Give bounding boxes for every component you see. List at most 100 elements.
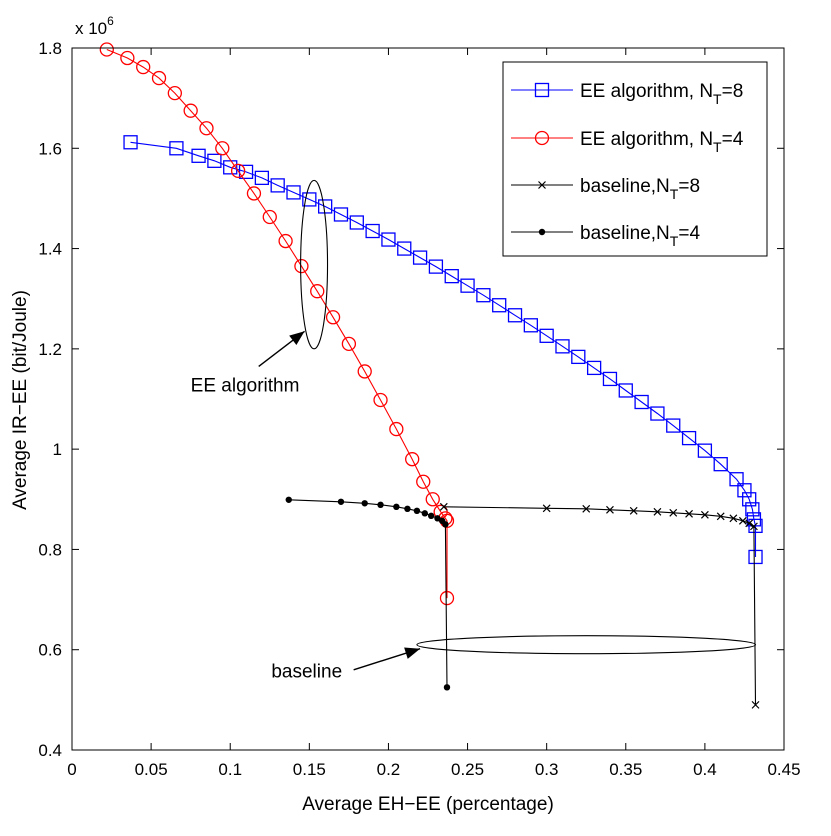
data-point-0-5	[238, 164, 254, 180]
annotation-0: EE algorithm	[191, 179, 329, 396]
annotation-arrow-head-0	[289, 331, 305, 346]
data-point-3-0	[285, 496, 292, 503]
legend-entry-3: baseline,NT=4	[511, 223, 700, 249]
data-point-0-24	[539, 328, 554, 343]
annotation-label-0: EE algorithm	[191, 375, 300, 396]
data-point-2-2	[582, 504, 591, 513]
data-point-1-18	[389, 421, 404, 437]
x-tick-label-0: 0	[67, 760, 76, 779]
data-point-1-8	[230, 163, 246, 179]
data-point-1-3	[151, 70, 167, 86]
data-point-3-1	[337, 498, 345, 505]
annotation-label-1: baseline	[271, 661, 342, 682]
legend-marker-3	[538, 228, 546, 236]
data-point-1-0	[99, 42, 114, 57]
data-point-0-12	[349, 215, 364, 230]
series-2	[439, 502, 760, 709]
data-point-0-29	[618, 383, 633, 398]
data-point-0-11	[333, 207, 349, 222]
legend-label-1: EE algorithm, NT=4	[580, 129, 744, 155]
data-point-0-23	[523, 318, 538, 333]
data-point-3-3	[377, 501, 384, 509]
axes-layer: 0 0.05 0.1 0.15 0.2 0.25 0.3 0.35 0.4 0.45 0.4 0.6 0…	[38, 39, 800, 779]
data-point-0-0	[123, 135, 138, 150]
data-point-2-11	[738, 516, 747, 525]
data-point-0-22	[507, 308, 523, 323]
annotation-ellipse-0	[300, 179, 329, 350]
data-point-1-21	[425, 492, 440, 507]
y-tick-label-4: 1.2	[38, 340, 62, 359]
data-point-3-7	[421, 510, 429, 517]
series-0	[123, 135, 763, 565]
data-point-2-1	[542, 504, 551, 513]
x-tick-label-4: 0.2	[377, 760, 401, 779]
legend-entry-1: EE algorithm, NT=4	[511, 129, 744, 155]
data-point-0-3	[207, 153, 222, 168]
data-point-2-4	[629, 506, 638, 515]
data-point-1-7	[215, 141, 230, 156]
data-point-2-0	[439, 502, 448, 511]
y-multiplier-base: x 10	[75, 19, 107, 38]
data-point-2-7	[685, 509, 693, 518]
data-point-0-33	[681, 430, 697, 446]
data-point-0-27	[586, 360, 602, 376]
series-1	[99, 42, 455, 606]
x-tick-label-3: 0.15	[293, 760, 326, 779]
data-point-2-9	[716, 512, 725, 521]
data-point-2-10	[729, 514, 738, 523]
data-point-0-17	[428, 259, 444, 274]
legend-box	[502, 61, 768, 257]
data-point-0-36	[729, 472, 744, 487]
data-point-2-14	[751, 700, 760, 709]
annotation-ellipse-1	[416, 635, 757, 655]
data-point-3-2	[361, 500, 368, 507]
data-point-0-42	[748, 549, 763, 565]
y-multiplier-exponent: 6	[107, 14, 114, 28]
data-point-1-19	[405, 452, 420, 467]
data-point-2-6	[669, 508, 678, 517]
data-point-0-13	[365, 223, 380, 239]
legend-entry-2: baseline,NT=8	[511, 176, 700, 202]
axes-frame	[71, 47, 785, 751]
data-point-2-12	[745, 519, 754, 528]
data-point-0-2	[191, 148, 206, 163]
data-point-0-25	[555, 339, 570, 354]
data-point-1-12	[294, 258, 309, 274]
annotation-layer: EE algorithm baseline	[191, 179, 757, 682]
y-tick-label-3: 1	[53, 440, 62, 459]
data-point-0-4	[223, 160, 238, 175]
data-point-0-1	[169, 141, 184, 156]
x-tick-label-9: 0.45	[767, 760, 800, 779]
data-point-1-1	[120, 50, 135, 66]
data-point-1-2	[136, 59, 151, 75]
data-point-0-35	[713, 457, 728, 472]
y-tick-label-6: 1.6	[38, 139, 62, 158]
data-point-2-13	[750, 522, 758, 531]
data-point-1-5	[183, 103, 198, 118]
series-layer	[99, 42, 763, 709]
data-point-0-15	[397, 241, 412, 256]
data-point-3-12	[443, 684, 451, 691]
data-point-0-30	[634, 394, 649, 410]
series-line-0	[130, 141, 757, 557]
data-point-0-18	[444, 268, 459, 284]
data-point-1-11	[278, 233, 293, 249]
series-3	[285, 496, 451, 691]
data-point-0-19	[460, 278, 475, 293]
legend-label-3: baseline,NT=4	[580, 223, 700, 249]
legend-marker-0	[534, 82, 550, 98]
data-point-3-5	[404, 505, 411, 513]
data-point-0-8	[286, 185, 301, 200]
data-point-0-31	[650, 406, 665, 421]
data-point-0-20	[476, 288, 491, 303]
legend-marker-1	[534, 130, 550, 146]
data-point-0-34	[697, 443, 713, 458]
data-point-0-9	[302, 192, 317, 207]
x-axis-label: Average EH−EE (percentage)	[302, 794, 554, 815]
data-point-1-4	[167, 85, 182, 101]
data-point-0-6	[254, 170, 270, 186]
data-point-2-5	[653, 507, 662, 516]
x-tick-label-2: 0.1	[218, 760, 242, 779]
x-tick-label-1: 0.05	[135, 760, 168, 779]
